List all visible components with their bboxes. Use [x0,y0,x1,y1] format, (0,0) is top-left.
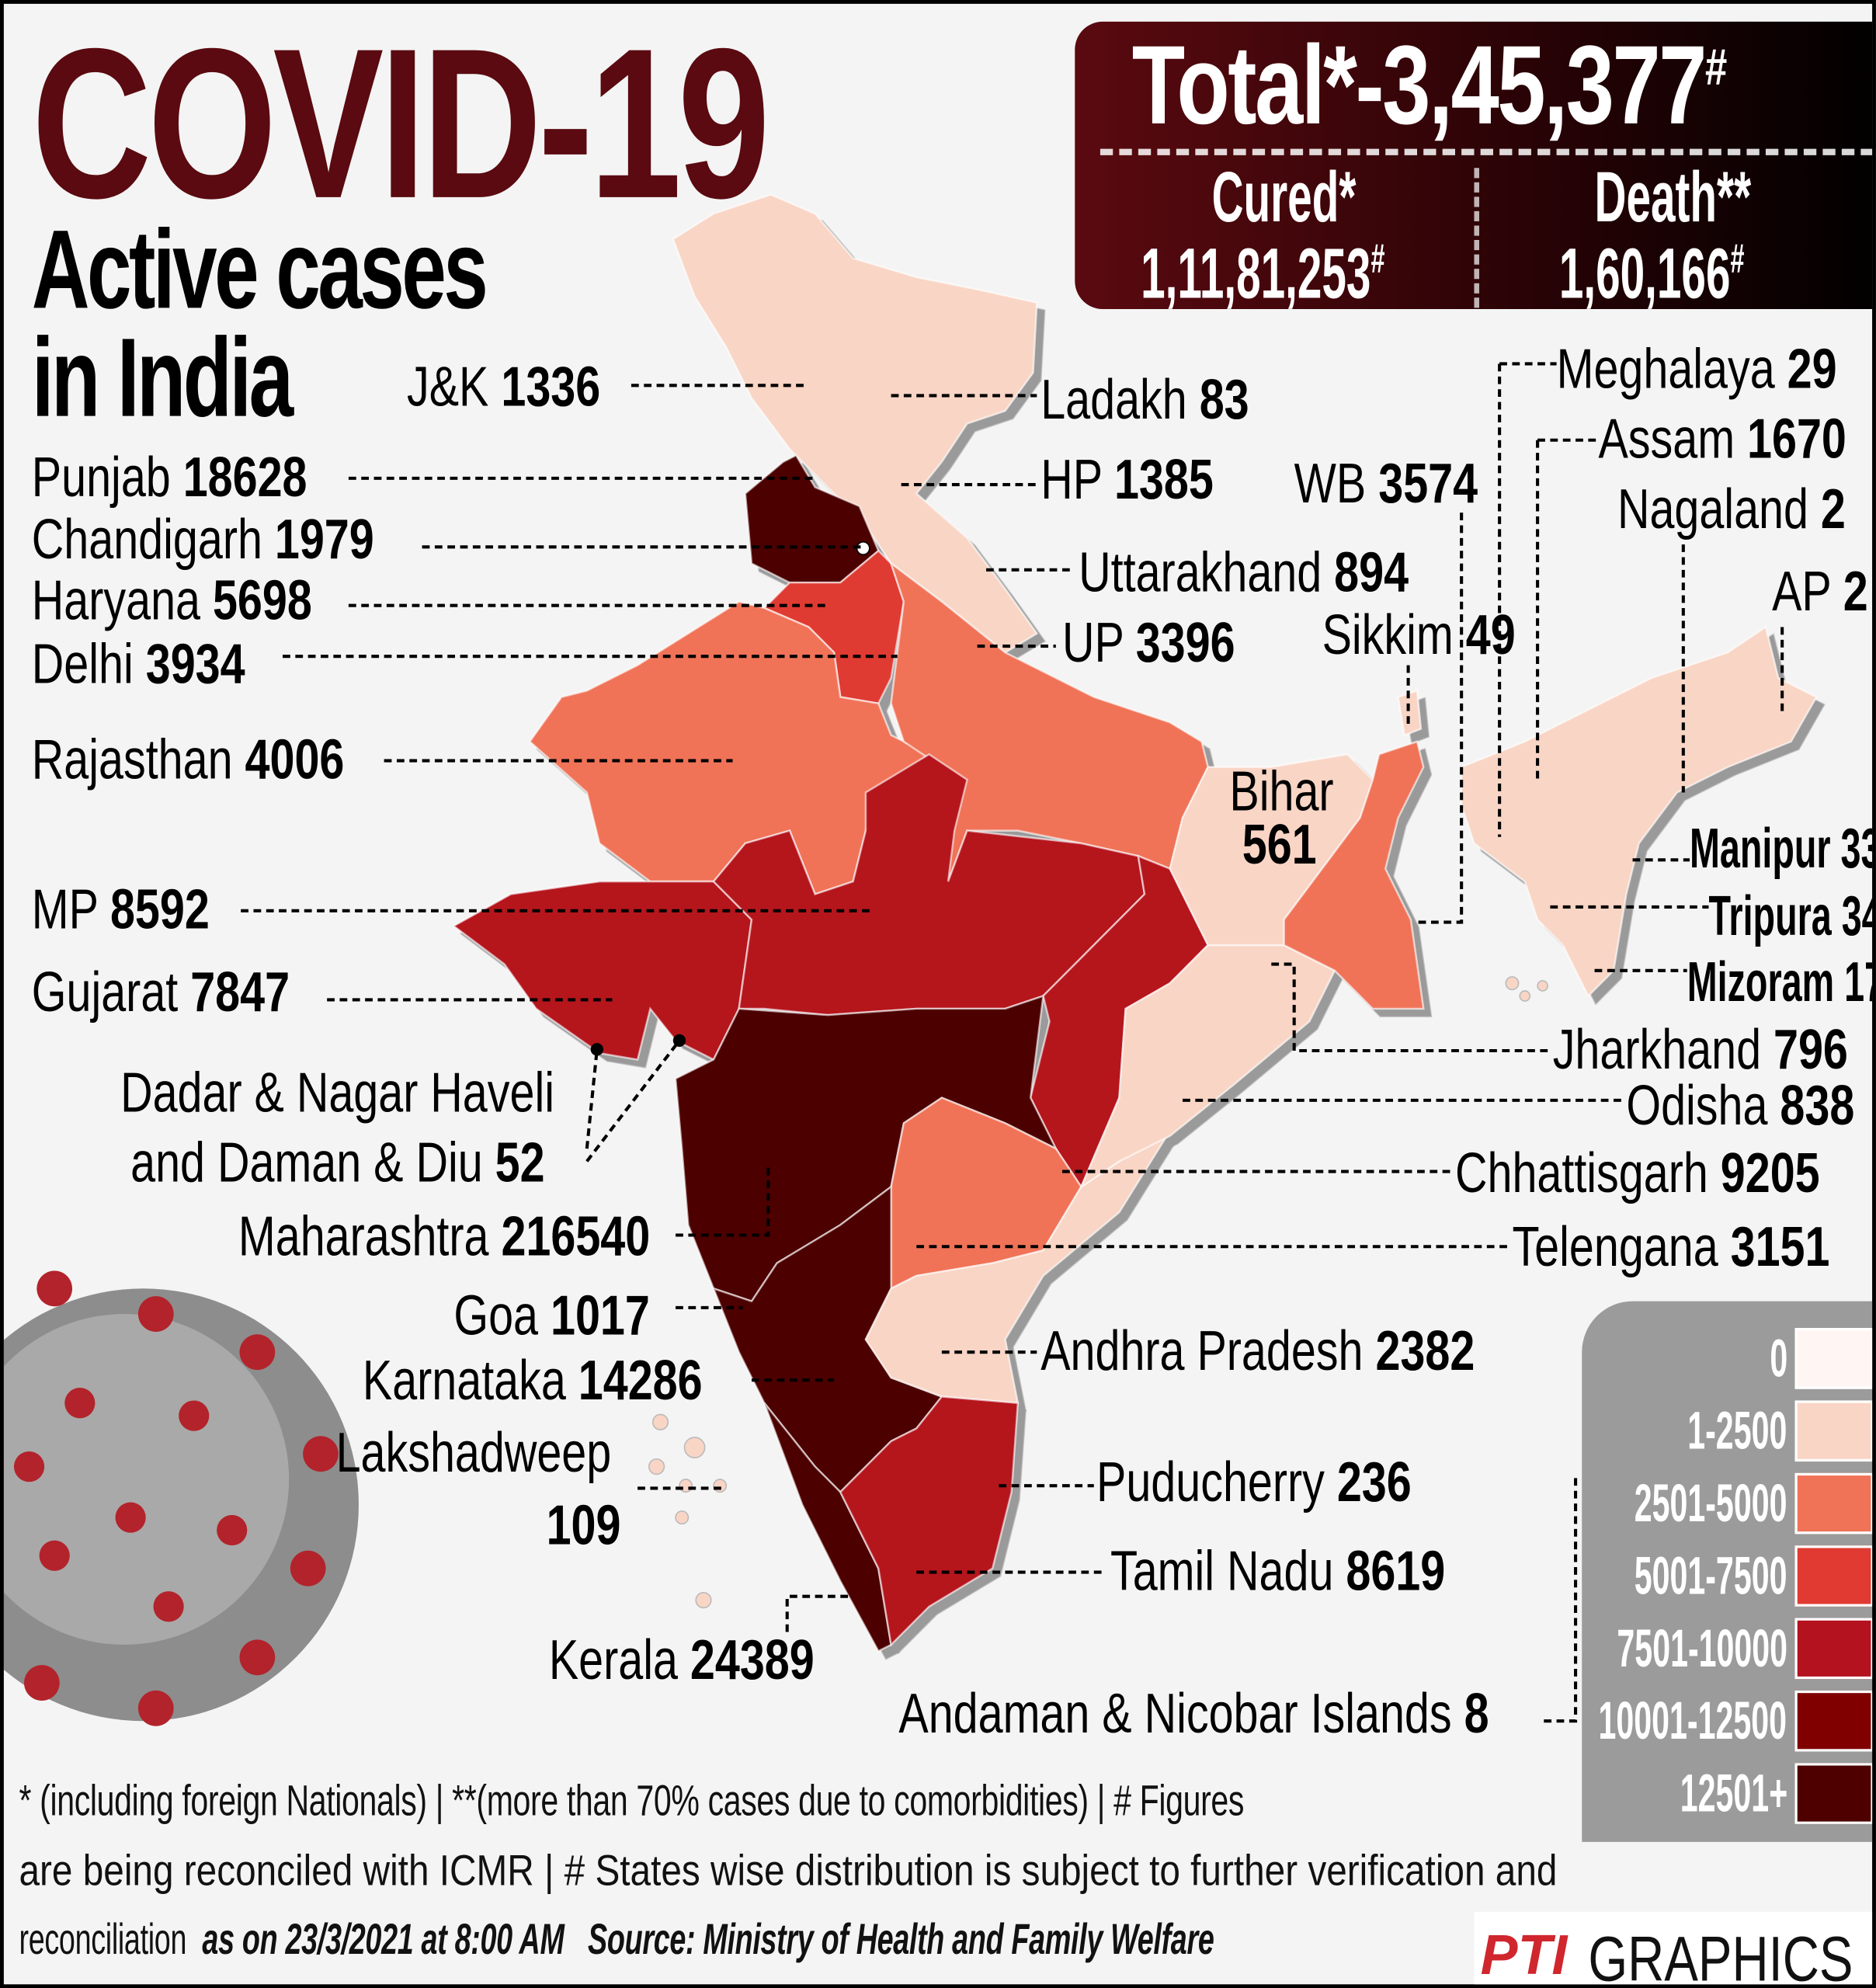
diu-marker [672,1034,686,1048]
label-rajasthan: Rajasthan 4006 [31,728,345,791]
subtitle-line2: in India [31,314,294,440]
label-meghalaya: Meghalaya 29 [1556,338,1837,401]
legend-swatch [1794,1763,1873,1824]
legend-item: 2501-5000 [1533,1472,1873,1535]
divider [1474,168,1480,308]
graphics-text: GRAPHICS [1588,1923,1853,1988]
legend-item: 12501+ [1608,1762,1873,1826]
state-tamil-nadu [839,1395,1020,1647]
label-mp: MP 8592 [31,878,210,942]
cured-number: 1,11,81,253 [1141,232,1371,313]
legend-swatch [1794,1472,1873,1534]
state-andhra-pradesh [864,1108,1185,1405]
state-wb [1283,740,1425,1010]
label-maharashtra: Maharashtra 216540 [238,1205,651,1269]
label-puducherry: Puducherry 236 [1096,1451,1412,1514]
label-jk: J&K 1336 [407,356,601,419]
total-cases: Total*-3,45,377# [1132,29,1728,141]
date-stamp: as on 23/3/2021 at 8:00 AM [202,1915,565,1965]
label-bihar: Bihar [1229,760,1334,823]
label-telangana: Telengana 3151 [1512,1215,1830,1279]
label-arunachal: AP 2 [1772,561,1868,624]
state-gujarat [452,880,753,1062]
stats-box: Total*-3,45,377# Cured* 1,11,81,253# Dea… [1075,21,1873,310]
death-label: Death** [1594,156,1752,237]
source: Source: Ministry of Health and Family We… [588,1915,1214,1965]
divider [1100,148,1873,155]
label-dnh: Dadar & Nagar Haveli [120,1062,554,1124]
virus-illustration [3,1270,359,1726]
region-northeast [1460,625,1818,998]
state-mp [712,752,1146,1017]
legend-swatch [1794,1328,1873,1389]
label-nagaland: Nagaland 2 [1617,478,1846,541]
subtitle-line1: Active cases [31,206,488,332]
pti-logo-mark: PTI [1480,1924,1568,1987]
label-sikkim: Sikkim 49 [1322,604,1516,667]
death-value: 1,60,166# [1559,235,1745,309]
legend-item: 10001-12500 [1474,1689,1873,1753]
total-footnote-mark: # [1704,40,1727,96]
cured-value: 1,11,81,253# [1141,235,1385,309]
label-uttarakhand: Uttarakhand 894 [1079,541,1409,605]
leader-lines [241,362,1784,1723]
label-daman-diu: and Daman & Diu 52 [130,1131,545,1195]
label-karnataka: Karnataka 14286 [362,1349,703,1413]
legend-swatch [1794,1545,1873,1607]
island-dots [648,976,1548,1609]
label-wb: WB 3574 [1294,453,1478,516]
label-assam: Assam 1670 [1598,408,1846,471]
label-andaman-nicobar: Andaman & Nicobar Islands 8 [898,1683,1489,1746]
footnote-line1: * (including foreign Nationals) | **(mor… [19,1777,1245,1826]
state-sikkim [1397,689,1423,737]
state-odisha [1079,944,1336,1190]
pti-graphics-logo: PTI GRAPHICS [1474,1911,1873,1988]
legend-swatch [1794,1618,1873,1680]
label-chandigarh: Chandigarh 1979 [31,509,374,572]
page-title: COVID-19 [31,3,770,243]
cured-footnote-mark: # [1371,235,1385,282]
label-jharkhand: Jharkhand 796 [1552,1019,1848,1082]
india-map [3,193,1818,1726]
legend-item: 0 [1758,1326,1873,1390]
label-odisha: Odisha 838 [1626,1075,1855,1138]
label-delhi: Delhi 3934 [31,633,245,696]
label-manipur: Manipur 33 [1689,818,1872,881]
label-hp: HP 1385 [1040,449,1214,512]
state-punjab [744,454,880,584]
label-haryana: Haryana 5698 [31,569,312,633]
death-number: 1,60,166 [1558,232,1731,313]
label-andhra-pradesh: Andhra Pradesh 2382 [1040,1320,1475,1383]
label-lakshadweep-value: 109 [546,1494,621,1557]
label-up: UP 3396 [1061,611,1235,675]
legend-swatch [1794,1690,1873,1752]
label-bihar-value: 561 [1242,814,1317,877]
label-goa: Goa 1017 [453,1284,650,1347]
legend-item: 7501-10000 [1503,1617,1873,1680]
footnote-line2: are being reconciled with ICMR | # State… [19,1847,1558,1896]
legend-swatch [1794,1400,1873,1462]
label-tamil-nadu: Tamil Nadu 8619 [1110,1540,1446,1603]
label-mizoram: Mizoram 17 [1687,951,1872,1014]
label-gujarat: Gujarat 7847 [31,961,290,1024]
footnote-line3: reconciliation as on 23/3/2021 at 8:00 A… [19,1915,1214,1965]
total-value: Total*-3,45,377 [1131,21,1708,148]
cured-label: Cured* [1211,156,1357,237]
label-lakshadweep: Lakshadweep [335,1422,612,1485]
label-ladakh: Ladakh 83 [1040,369,1249,432]
death-footnote-mark: # [1730,235,1745,282]
label-tripura: Tripura 34 [1708,885,1872,948]
legend-item: 1-2500 [1621,1399,1873,1463]
daman-marker [590,1043,604,1056]
label-chhattisgarh: Chhattisgarh 9205 [1454,1142,1820,1205]
label-kerala: Kerala 24389 [548,1629,815,1692]
color-legend: 0 1-2500 2501-5000 5001-7500 7501-10000 … [1582,1301,1873,1842]
legend-item: 5001-7500 [1533,1545,1873,1608]
label-punjab: Punjab 18628 [31,446,307,509]
